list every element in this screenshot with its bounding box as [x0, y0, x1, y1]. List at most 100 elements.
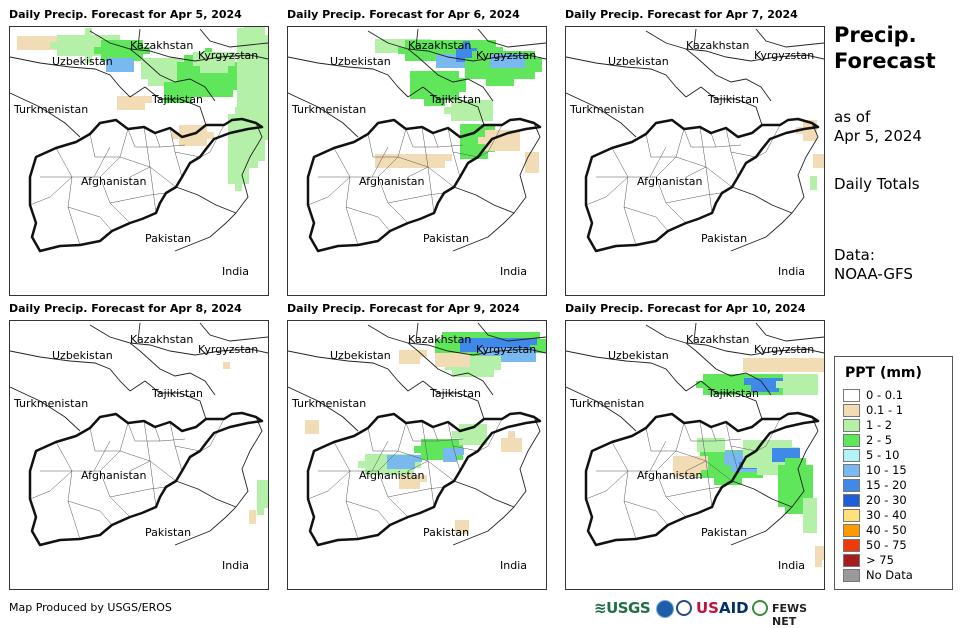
precip-cell [456, 48, 463, 55]
precip-cell [235, 135, 242, 142]
precip-cell [680, 470, 687, 477]
precip-cell [528, 58, 535, 65]
precip-cell [456, 339, 463, 346]
precip-cells [305, 332, 546, 534]
precip-cell [700, 471, 707, 478]
precip-cell [431, 92, 438, 99]
country-border [477, 322, 546, 342]
country-border [422, 380, 485, 420]
precip-cell [251, 28, 258, 35]
precip-cell [460, 131, 467, 138]
precip-cell [459, 370, 466, 377]
precip-cell [481, 131, 488, 138]
forecast-panel-apr5: Daily Precip. Forecast for Apr 5, 2024 K… [9, 7, 269, 297]
precip-cell [696, 381, 703, 388]
country-border [685, 48, 824, 62]
precip-cell [810, 512, 817, 519]
precip-cell [184, 62, 191, 69]
country-border [730, 416, 819, 546]
precip-cell [820, 154, 824, 161]
precip-cell [806, 472, 813, 479]
precip-cell [257, 480, 264, 487]
precip-cell [488, 338, 495, 345]
precip-cell [806, 479, 813, 486]
precip-cell [522, 355, 529, 362]
precip-cell [148, 79, 155, 86]
precip-cell [122, 47, 129, 54]
precip-cell [687, 463, 694, 470]
precip-cell [265, 112, 268, 119]
precip-cell [532, 159, 539, 166]
precip-cell [742, 471, 749, 478]
country-border [693, 322, 697, 342]
legend-swatch [843, 539, 860, 552]
precip-cell [235, 107, 242, 114]
precip-cell [244, 28, 251, 35]
precip-cell [721, 471, 728, 478]
precip-cell [745, 388, 752, 395]
precip-cell [804, 388, 811, 395]
precip-cell [265, 35, 268, 42]
precip-cell [417, 154, 424, 161]
precip-cell [207, 66, 214, 73]
precip-cell [757, 454, 764, 461]
panel-title: Daily Precip. Forecast for Apr 8, 2024 [9, 302, 242, 315]
precip-cell [200, 66, 207, 73]
precip-cell [460, 338, 467, 345]
legend-item: No Data [843, 569, 913, 584]
precip-cell [237, 84, 244, 91]
precip-cell [487, 348, 494, 355]
panel-title: Daily Precip. Forecast for Apr 6, 2024 [287, 8, 520, 21]
precip-cell [176, 58, 183, 65]
precip-cell [106, 35, 113, 42]
precip-map: Kazakhstan Kyrgyzstan Uzbekistan Turkmenist… [565, 320, 825, 590]
precip-cell [251, 126, 258, 133]
precip-cell [810, 127, 817, 134]
precip-cell [508, 438, 515, 445]
country-label-uzbekistan: Uzbekistan [330, 55, 391, 68]
precip-cell [460, 145, 467, 152]
precip-cell [435, 360, 442, 367]
precip-cell [228, 121, 235, 128]
country-label-kyrgyzstan: Kyrgyzstan [754, 343, 814, 356]
precip-cells [223, 362, 268, 524]
legend-swatch [843, 509, 860, 522]
precip-cell [463, 353, 470, 360]
precip-cell [265, 98, 268, 105]
precip-cell [244, 84, 251, 91]
precip-cell [200, 52, 207, 59]
precip-cell [799, 507, 806, 514]
country-border [89, 30, 141, 58]
precip-cell [466, 438, 473, 445]
precip-cell [191, 69, 198, 76]
precip-cell [205, 76, 212, 83]
precip-cell [193, 139, 200, 146]
precip-cell [251, 161, 258, 168]
precip-cell [226, 83, 233, 90]
precip-cell [101, 54, 108, 61]
precip-cell [424, 154, 431, 161]
precip-cell [405, 40, 412, 47]
precip-cell [540, 339, 546, 346]
precip-cell [724, 458, 731, 465]
precip-cell [386, 468, 393, 475]
precip-cell [228, 170, 235, 177]
country-label-turkmenistan: Turkmenistan [291, 103, 366, 116]
precip-cell [486, 58, 493, 65]
precip-cell [233, 62, 240, 69]
precip-cell [136, 40, 143, 47]
precip-cell [717, 388, 724, 395]
precip-cell [127, 65, 134, 72]
province-boundary [109, 486, 167, 498]
precip-cell [172, 132, 179, 139]
country-border [288, 92, 359, 138]
precip-cell [797, 358, 804, 365]
precip-cell [703, 374, 710, 381]
country-label-kyrgyzstan: Kyrgyzstan [198, 343, 258, 356]
precip-cell [451, 100, 458, 107]
precip-cell [237, 98, 244, 105]
province-boundary [405, 128, 438, 148]
precip-cell [258, 105, 265, 112]
country-border [129, 380, 146, 392]
precip-cell [445, 71, 452, 78]
